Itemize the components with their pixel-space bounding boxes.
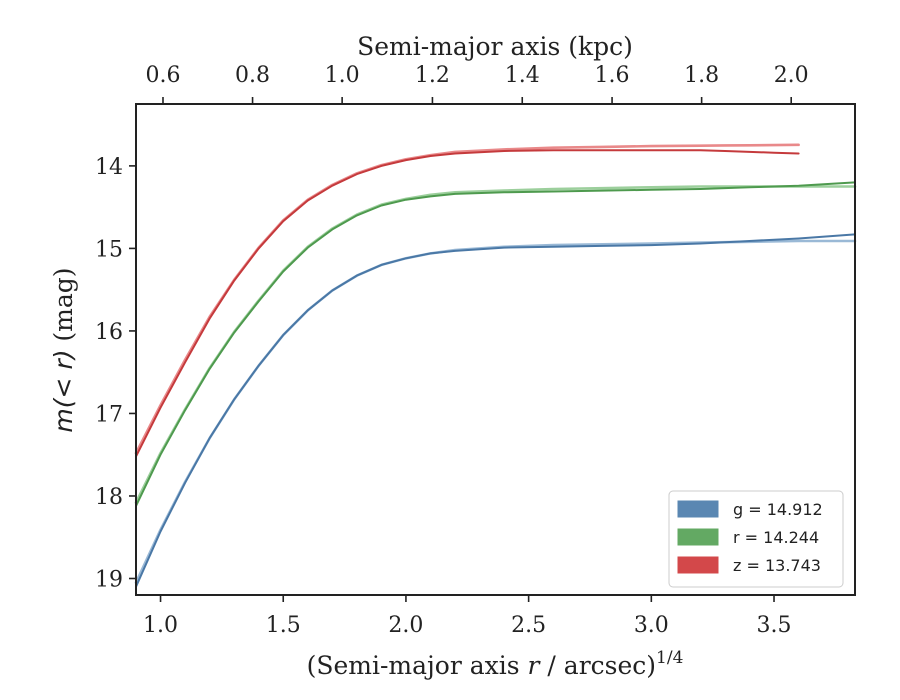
legend-swatch-2	[677, 556, 719, 574]
bottom-axis-title-prefix: (Semi-major axis	[307, 651, 528, 680]
bottom-x-axis: 1.0 1.5 2.0 2.5 3.0 3.5	[143, 595, 792, 638]
legend-label-0: g = 14.912	[733, 500, 823, 519]
x-tick-label: 1.5	[266, 613, 301, 638]
y-tick-label: 16	[95, 320, 123, 345]
legend: g = 14.912 r = 14.244 z = 13.743	[668, 490, 844, 588]
series-z-line	[135, 149, 800, 458]
x-tick-label: 1.0	[143, 613, 178, 638]
y-axis-title-unit: (mag)	[49, 267, 78, 349]
top-tick-label: 1.0	[325, 63, 360, 88]
y-tick-label: 14	[95, 155, 123, 180]
x-tick-label: 3.0	[634, 613, 669, 638]
top-tick-label: 1.8	[684, 63, 719, 88]
legend-label-2: z = 13.743	[733, 556, 821, 575]
top-tick-label: 1.2	[415, 63, 450, 88]
plot-frame	[135, 103, 856, 596]
bottom-axis-title-variable: r	[528, 651, 542, 680]
y-tick-label: 15	[95, 237, 123, 262]
top-tick-label: 1.6	[595, 63, 630, 88]
bottom-axis-title-exponent: 1/4	[656, 648, 683, 668]
series-r-line	[135, 181, 856, 507]
top-tick-label: 0.6	[145, 63, 180, 88]
bottom-axis-title-suffix: / arcsec)	[539, 651, 656, 680]
y-axis-title-math: m(< r)	[49, 350, 78, 433]
y-tick-label: 17	[95, 402, 123, 427]
series-r-model-line	[134, 185, 857, 504]
series-layer	[134, 143, 857, 588]
x-tick-label: 2.5	[511, 613, 546, 638]
x-tick-label: 2.0	[388, 613, 423, 638]
left-y-axis: 14 15 16 17 18 19	[95, 155, 136, 592]
x-tick-label: 3.5	[757, 613, 792, 638]
legend-label-1: r = 14.244	[733, 528, 819, 547]
legend-swatch-0	[677, 500, 719, 518]
y-tick-label: 19	[95, 567, 123, 592]
top-tick-label: 1.4	[505, 63, 540, 88]
top-axis-title: Semi-major axis (kpc)	[357, 32, 633, 61]
y-tick-label: 18	[95, 485, 123, 510]
top-x-axis: 0.6 0.8 1.0 1.2 1.4 1.6 1.8 2.0	[145, 63, 809, 104]
y-axis-title: m(< r) (mag)	[49, 267, 78, 432]
series-g-line	[135, 233, 856, 588]
top-tick-label: 0.8	[235, 63, 270, 88]
bottom-axis-title: (Semi-major axis r / arcsec)1/4	[307, 648, 684, 680]
top-tick-label: 2.0	[774, 63, 809, 88]
legend-swatch-1	[677, 528, 719, 546]
